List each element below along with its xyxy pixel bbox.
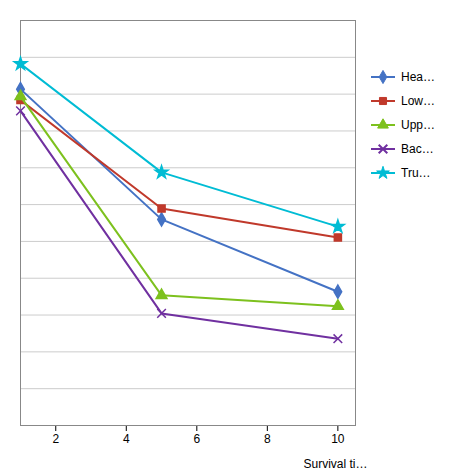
- html-text:Tru…: Tru…: [401, 166, 431, 180]
- svg-text:10: 10: [331, 432, 345, 446]
- svg-text:4: 4: [123, 432, 130, 446]
- html-text:Hea…: Hea…: [401, 70, 435, 84]
- html-text:Upp…: Upp…: [401, 118, 435, 132]
- html-text:Bac…: Bac…: [401, 142, 434, 156]
- svg-text:Survival ti…: Survival ti…: [303, 457, 367, 471]
- svg-text:6: 6: [193, 432, 200, 446]
- svg-text:8: 8: [264, 432, 271, 446]
- svg-text:2: 2: [52, 432, 59, 446]
- html-text:Low…: Low…: [401, 94, 435, 108]
